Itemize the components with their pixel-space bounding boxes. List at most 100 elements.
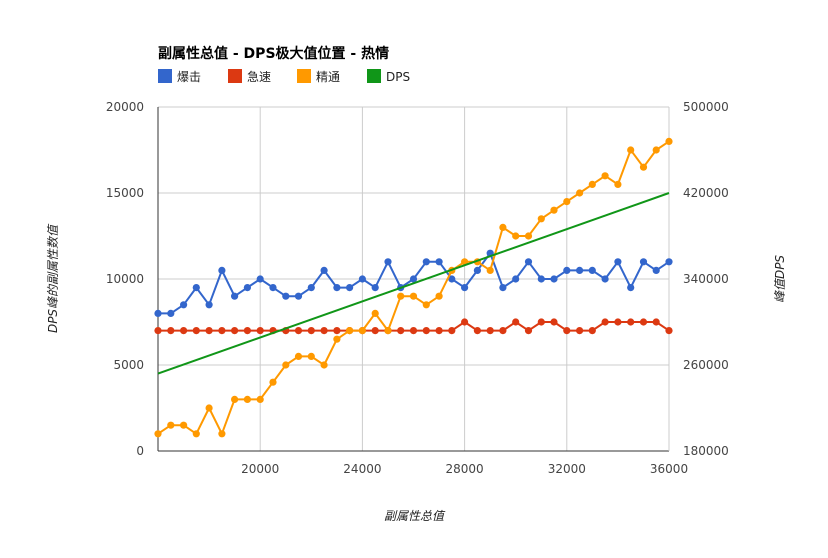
series-0-point-18 bbox=[384, 258, 392, 266]
series-0-point-8 bbox=[256, 275, 264, 283]
series-0-point-6 bbox=[231, 292, 239, 300]
series-0-point-31 bbox=[550, 275, 558, 283]
series-0-point-22 bbox=[435, 258, 443, 266]
series-1-point-37 bbox=[627, 318, 635, 326]
series-1-point-31 bbox=[550, 318, 558, 326]
series-2-point-5 bbox=[218, 430, 226, 438]
series-2-point-3 bbox=[192, 430, 200, 438]
series-1-point-22 bbox=[435, 327, 443, 335]
series-0-point-34 bbox=[588, 266, 596, 274]
series-2-point-10 bbox=[282, 361, 290, 369]
series-2-point-32 bbox=[563, 198, 571, 206]
series-2-point-2 bbox=[180, 421, 188, 429]
series-0-point-2 bbox=[180, 301, 188, 309]
legend-swatch-3 bbox=[367, 69, 381, 83]
series-2-point-27 bbox=[499, 223, 507, 231]
series-layer bbox=[154, 137, 673, 438]
series-0-point-15 bbox=[346, 284, 354, 292]
series-2-point-34 bbox=[588, 180, 596, 188]
series-1-point-12 bbox=[307, 327, 315, 335]
series-2-point-33 bbox=[576, 189, 584, 197]
series-0-point-25 bbox=[473, 266, 481, 274]
y-tick-left-3: 15000 bbox=[106, 186, 144, 200]
series-2-point-30 bbox=[537, 215, 545, 223]
series-0-point-0 bbox=[154, 309, 162, 317]
series-2-point-17 bbox=[371, 309, 379, 317]
series-1-point-19 bbox=[397, 327, 405, 335]
series-2-point-4 bbox=[205, 404, 213, 412]
series-1-point-39 bbox=[652, 318, 660, 326]
x-tick-3: 32000 bbox=[548, 462, 586, 476]
series-2-point-31 bbox=[550, 206, 558, 214]
x-tick-4: 36000 bbox=[650, 462, 688, 476]
series-1-point-34 bbox=[588, 327, 596, 335]
series-2-point-7 bbox=[243, 395, 251, 403]
series-2-point-37 bbox=[627, 146, 635, 154]
series-0-point-37 bbox=[627, 284, 635, 292]
series-2-point-1 bbox=[167, 421, 175, 429]
y-tick-right-0: 180000 bbox=[683, 444, 729, 458]
series-0-point-13 bbox=[320, 266, 328, 274]
series-0-point-7 bbox=[243, 284, 251, 292]
series-0-point-30 bbox=[537, 275, 545, 283]
series-1-point-6 bbox=[231, 327, 239, 335]
series-2-point-0 bbox=[154, 430, 162, 438]
y-axis-title-right: 峰值DPS bbox=[773, 255, 787, 303]
chart-title: 副属性总值 - DPS极大值位置 - 热情 bbox=[158, 45, 389, 62]
x-tick-2: 28000 bbox=[446, 462, 484, 476]
series-1-point-30 bbox=[537, 318, 545, 326]
series-0-point-40 bbox=[665, 258, 673, 266]
y-tick-left-4: 20000 bbox=[106, 100, 144, 114]
series-0-point-10 bbox=[282, 292, 290, 300]
series-1-point-26 bbox=[486, 327, 494, 335]
series-2-point-9 bbox=[269, 378, 277, 386]
y-axis-title-left: DPS峰的副属性数值 bbox=[46, 223, 60, 333]
series-1-point-14 bbox=[333, 327, 341, 335]
series-1-point-38 bbox=[639, 318, 648, 326]
legend-label-1: 急速 bbox=[247, 69, 271, 84]
series-1-point-27 bbox=[499, 327, 507, 335]
series-0-point-4 bbox=[205, 301, 213, 309]
series-1-point-3 bbox=[192, 327, 200, 335]
series-0-point-29 bbox=[524, 258, 533, 266]
series-1-point-20 bbox=[409, 327, 418, 335]
series-2-point-14 bbox=[333, 335, 341, 343]
series-1-point-2 bbox=[180, 327, 188, 335]
series-0-point-9 bbox=[269, 284, 277, 292]
series-1-point-32 bbox=[563, 327, 571, 335]
series-1-point-1 bbox=[167, 327, 175, 335]
legend-swatch-0 bbox=[158, 69, 172, 83]
series-0-point-27 bbox=[499, 284, 507, 292]
series-2-point-20 bbox=[409, 292, 418, 300]
series-line-3 bbox=[157, 192, 670, 375]
series-0-point-12 bbox=[307, 284, 315, 292]
y-tick-left-2: 10000 bbox=[106, 272, 144, 286]
series-2-point-6 bbox=[231, 395, 239, 403]
series-1-point-29 bbox=[524, 327, 533, 335]
y-tick-right-2: 340000 bbox=[683, 272, 729, 286]
series-0-point-32 bbox=[563, 266, 571, 274]
series-0-point-23 bbox=[448, 275, 456, 283]
series-1-point-25 bbox=[473, 327, 481, 335]
series-1-point-35 bbox=[601, 318, 609, 326]
series-0-point-33 bbox=[576, 266, 584, 274]
series-2-point-36 bbox=[614, 180, 622, 188]
x-tick-0: 20000 bbox=[241, 462, 279, 476]
series-1-point-8 bbox=[256, 327, 264, 335]
series-0-point-36 bbox=[614, 258, 622, 266]
legend-label-0: 爆击 bbox=[177, 70, 201, 84]
series-1-point-4 bbox=[205, 327, 213, 335]
tick-labels: 0 5000 10000 15000 20000 180000 260000 340000 42… bbox=[106, 100, 729, 476]
series-2-point-28 bbox=[512, 232, 520, 240]
series-1-point-23 bbox=[448, 327, 456, 335]
x-tick-1: 24000 bbox=[343, 462, 381, 476]
series-2-point-19 bbox=[397, 292, 405, 300]
series-2-point-12 bbox=[307, 352, 315, 360]
legend-label-3: DPS bbox=[386, 70, 410, 84]
series-2-point-8 bbox=[256, 395, 264, 403]
legend-swatch-1 bbox=[228, 69, 242, 83]
y-tick-left-1: 5000 bbox=[113, 358, 144, 372]
legend: 爆击 急速 精通 DPS bbox=[158, 69, 410, 84]
series-0-point-5 bbox=[218, 266, 226, 274]
